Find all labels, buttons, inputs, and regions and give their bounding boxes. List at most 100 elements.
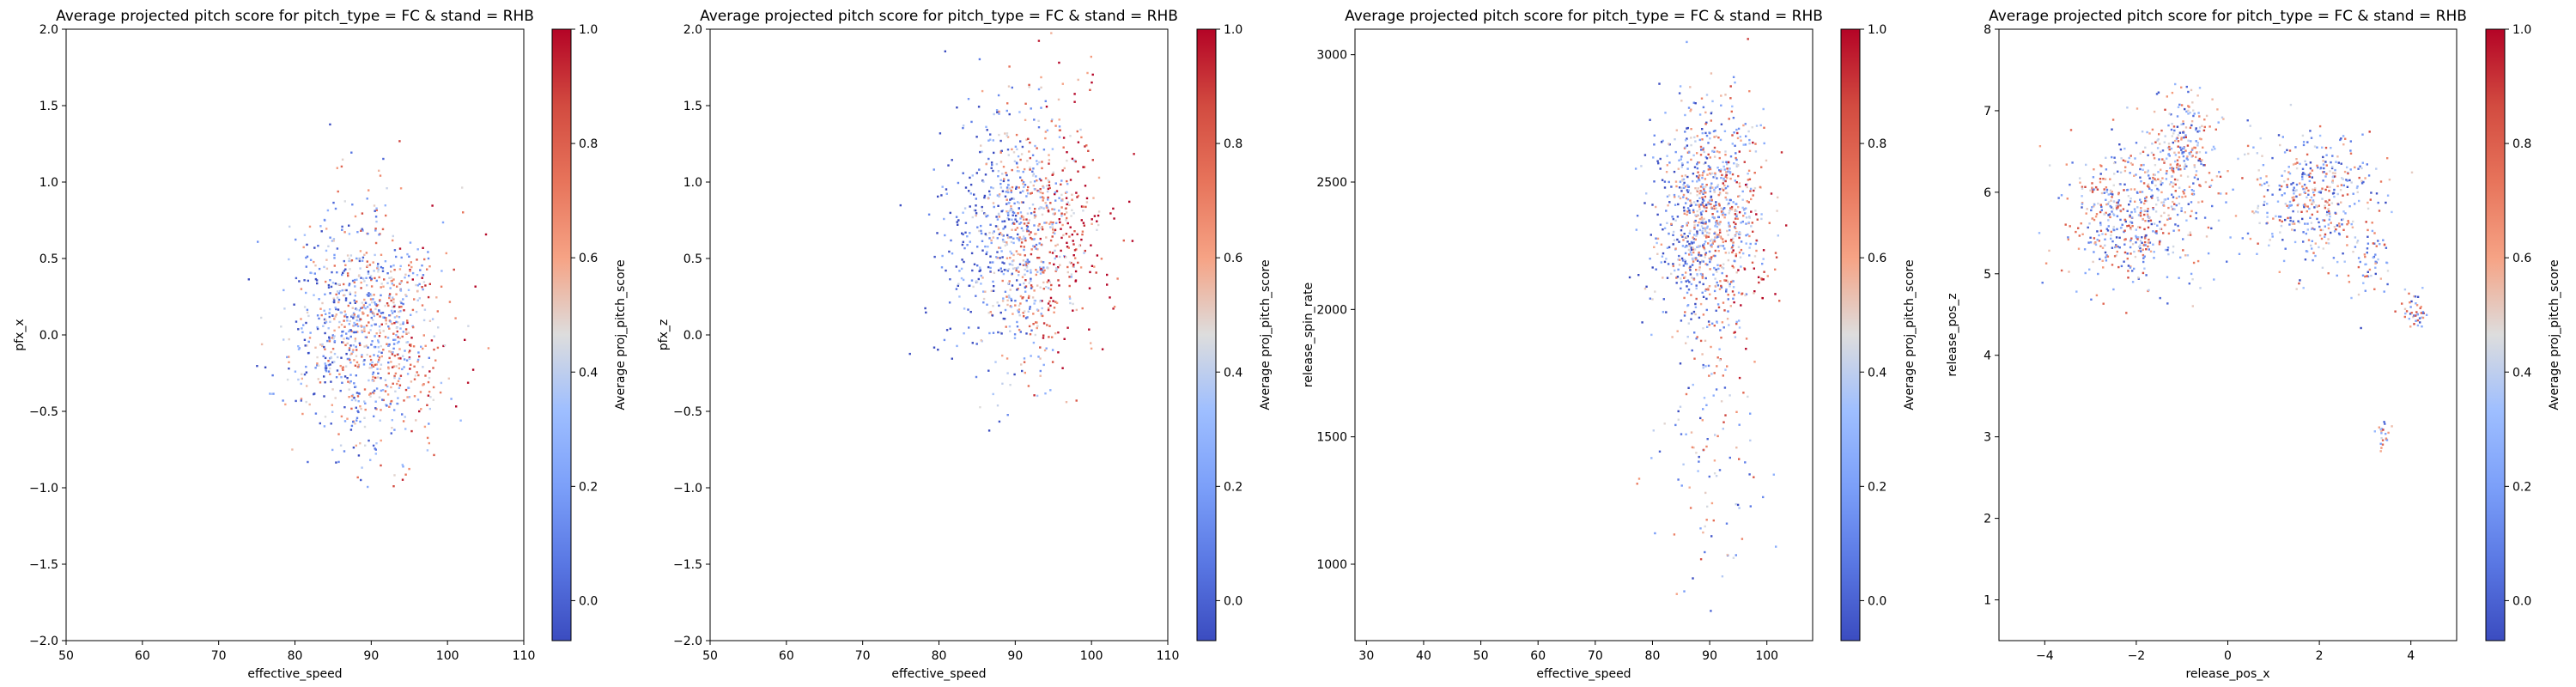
data-point <box>370 366 373 369</box>
data-point <box>2208 172 2211 174</box>
data-point <box>2173 151 2176 154</box>
data-point <box>2293 240 2297 244</box>
data-point <box>1026 189 1029 192</box>
data-point <box>1726 365 1728 368</box>
data-point <box>341 228 343 231</box>
data-point <box>1713 188 1716 192</box>
data-point <box>1720 94 1722 97</box>
data-point <box>2325 154 2328 156</box>
data-point <box>980 274 982 277</box>
data-point <box>1741 220 1744 223</box>
data-point <box>2315 204 2318 207</box>
data-point <box>1047 210 1050 213</box>
data-point <box>1018 328 1021 331</box>
data-point <box>1133 153 1135 155</box>
data-point <box>1066 203 1068 206</box>
data-point <box>2142 257 2145 259</box>
data-point <box>1039 369 1042 373</box>
data-point <box>354 337 357 340</box>
data-point <box>406 319 409 322</box>
data-point <box>2190 120 2194 123</box>
data-point <box>1738 194 1741 198</box>
data-point <box>1046 185 1048 187</box>
data-point <box>1704 204 1708 206</box>
data-point <box>1705 206 1708 209</box>
data-point <box>2110 234 2112 237</box>
data-point <box>2111 128 2113 131</box>
data-point <box>1072 254 1075 257</box>
data-point <box>1005 172 1007 174</box>
data-point <box>1696 152 1698 155</box>
data-point <box>432 367 434 369</box>
data-point <box>2346 244 2348 246</box>
data-point <box>393 474 396 477</box>
data-point <box>1029 207 1031 210</box>
data-point <box>2154 173 2156 176</box>
data-point <box>2275 215 2277 217</box>
y-tick-label: 2500 <box>1316 176 1347 190</box>
data-point <box>1047 308 1050 312</box>
data-point <box>410 429 413 433</box>
data-point <box>1070 215 1072 217</box>
data-point <box>2110 192 2112 195</box>
data-point <box>1715 221 1717 223</box>
data-point <box>2182 155 2185 158</box>
data-point <box>459 419 462 422</box>
data-point <box>2107 214 2110 216</box>
data-point <box>1040 179 1042 182</box>
data-point <box>2299 193 2301 196</box>
data-point <box>1668 233 1670 235</box>
data-point <box>2139 167 2142 171</box>
data-point <box>2065 163 2068 166</box>
data-point <box>1054 257 1056 260</box>
data-point <box>1705 121 1708 124</box>
data-point <box>1004 244 1006 247</box>
data-point <box>349 293 352 295</box>
data-point <box>1030 192 1033 194</box>
data-point <box>2173 178 2177 181</box>
data-point <box>990 239 993 242</box>
data-point <box>2174 139 2177 143</box>
data-point <box>1751 222 1753 224</box>
data-point <box>356 410 359 412</box>
data-point <box>2204 151 2208 154</box>
data-point <box>357 314 360 317</box>
data-point <box>1702 246 1705 248</box>
data-point <box>2140 201 2142 204</box>
data-point <box>1705 297 1708 301</box>
data-point <box>369 392 372 395</box>
data-point <box>2379 428 2382 431</box>
data-point <box>1690 143 1692 147</box>
data-point <box>1042 199 1044 202</box>
data-point <box>1690 158 1692 161</box>
data-point <box>2105 186 2108 189</box>
data-point <box>1737 174 1740 178</box>
data-point <box>1747 395 1749 398</box>
data-point <box>1672 243 1674 246</box>
y-tick-label: 0.0 <box>39 329 58 343</box>
data-point <box>363 425 367 429</box>
data-point <box>1704 230 1707 233</box>
data-point <box>2151 128 2154 131</box>
data-point <box>1030 284 1033 287</box>
data-point <box>1640 165 1643 167</box>
data-point <box>2302 187 2305 191</box>
scatter-points <box>247 123 490 489</box>
data-point <box>379 329 381 331</box>
data-point <box>2159 296 2161 300</box>
data-point <box>421 264 423 267</box>
data-point <box>2404 312 2407 315</box>
data-point <box>1075 248 1078 251</box>
data-point <box>1061 223 1064 227</box>
data-point <box>2182 238 2184 240</box>
data-point <box>2194 146 2196 149</box>
data-point <box>318 317 320 320</box>
data-point <box>1685 433 1687 435</box>
data-point <box>1725 279 1728 282</box>
data-point <box>326 339 329 343</box>
data-point <box>1704 263 1707 265</box>
data-point <box>369 293 372 295</box>
data-point <box>2157 178 2160 180</box>
data-point <box>328 337 331 340</box>
data-point <box>1030 279 1032 283</box>
